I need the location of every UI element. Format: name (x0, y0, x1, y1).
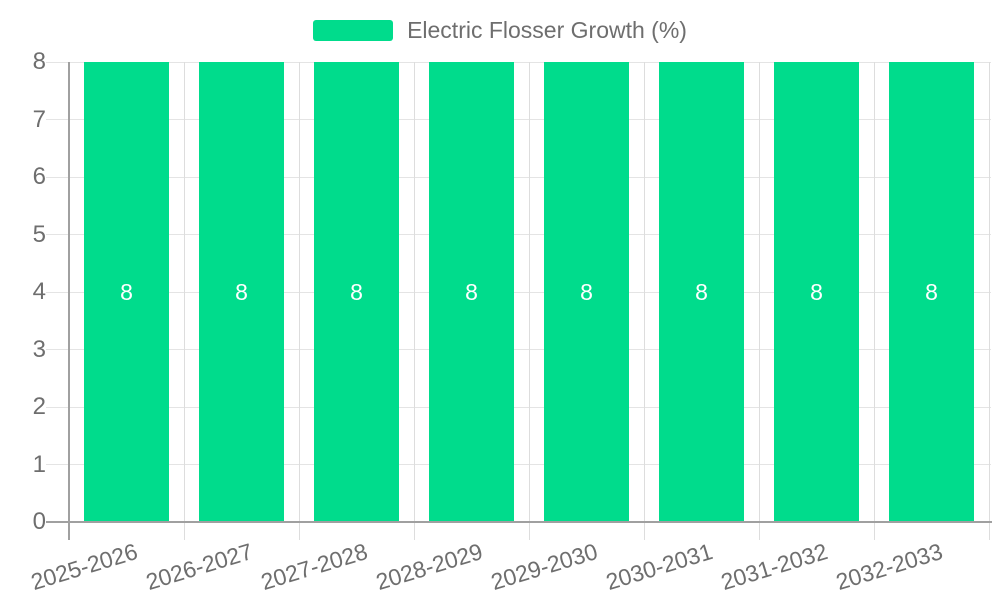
x-axis-tick-label: 2029-2030 (487, 538, 601, 596)
x-gridline (988, 62, 990, 540)
y-axis-tick-label: 7 (32, 105, 46, 133)
bar-value-label: 8 (465, 279, 478, 305)
x-gridline (413, 62, 415, 540)
y-gridline (46, 176, 991, 178)
y-axis-tick-label: 4 (32, 278, 46, 305)
bar-value-label: 8 (695, 279, 708, 305)
bar[interactable] (774, 62, 859, 522)
y-axis-tick-label: 2 (32, 393, 46, 420)
bar[interactable] (659, 62, 744, 522)
y-gridline (46, 119, 991, 120)
y-axis-tick-label: 1 (32, 450, 46, 478)
x-axis-tick-label: 2025-2026 (27, 538, 141, 596)
y-gridline (46, 291, 991, 293)
y-gridline (46, 464, 991, 465)
x-gridline (298, 62, 300, 540)
bar[interactable] (199, 62, 284, 522)
y-axis-line (68, 62, 70, 540)
x-gridline (528, 62, 530, 540)
x-gridline (873, 62, 875, 540)
x-axis-line (46, 521, 992, 523)
bar-value-label: 8 (925, 279, 938, 305)
bar-value-label: 8 (350, 279, 363, 305)
bar-value-label: 8 (120, 279, 133, 305)
bar-value-label: 8 (810, 279, 823, 305)
bar[interactable] (314, 62, 399, 522)
y-axis-tick-label: 8 (32, 48, 46, 75)
x-axis-tick-label: 2027-2028 (257, 538, 371, 596)
x-axis-tick-label: 2030-2031 (602, 538, 716, 596)
y-axis-tick-label: 0 (32, 508, 46, 535)
bar[interactable] (84, 62, 169, 522)
x-axis-tick-label: 2026-2027 (142, 538, 256, 596)
x-axis-tick-label: 2032-2033 (832, 538, 946, 596)
y-axis-tick-label: 3 (32, 335, 46, 363)
legend-label: Electric Flosser Growth (%) (407, 17, 687, 43)
bar[interactable] (544, 62, 629, 522)
legend-item[interactable]: Electric Flosser Growth (%) (0, 17, 1000, 44)
y-axis-tick-label: 5 (32, 220, 46, 248)
legend-swatch (313, 20, 394, 41)
bar-value-label: 8 (235, 279, 248, 305)
y-axis-tick-label: 6 (32, 163, 46, 190)
y-gridline (46, 349, 991, 350)
y-gridline (46, 406, 991, 408)
x-gridline (183, 62, 185, 540)
bar-value-label: 8 (580, 279, 593, 305)
x-gridline (758, 62, 760, 540)
bar[interactable] (429, 62, 514, 522)
y-gridline (46, 61, 991, 63)
x-axis-tick-label: 2031-2032 (717, 538, 831, 596)
x-gridline (643, 62, 645, 540)
x-axis-tick-label: 2028-2029 (372, 538, 486, 596)
bar[interactable] (889, 62, 974, 522)
y-gridline (46, 234, 991, 235)
